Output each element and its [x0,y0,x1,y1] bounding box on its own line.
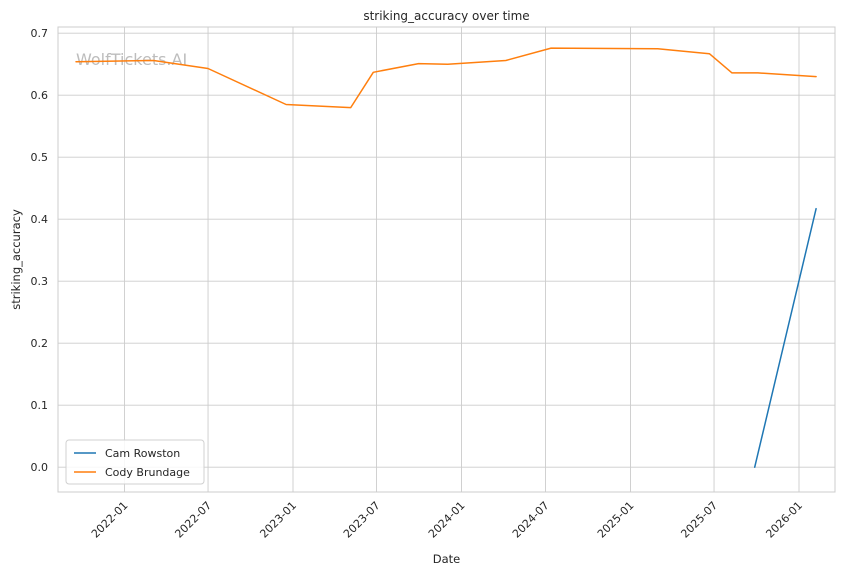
y-tick-label: 0.4 [31,213,49,226]
y-axis-label: striking_accuracy [9,209,23,310]
series-line-0 [753,207,817,468]
plot-frame [57,26,836,493]
x-tick-label: 2023-07 [341,499,383,541]
x-tick-label: 2025-01 [595,499,637,541]
x-tick-label: 2024-01 [426,499,468,541]
y-tick-label: 0.0 [31,461,49,474]
x-tick-label: 2025-07 [678,499,720,541]
watermark: WolfTickets.AI [76,50,187,69]
x-tick-label: 2026-01 [763,499,805,541]
legend-label: Cody Brundage [105,466,190,479]
x-tick-labels: 2022-01 2022-07 2023-01 2023-07 2024-01 2024-… [89,499,805,541]
series-line-1 [75,47,817,109]
grid [58,27,835,492]
y-tick-label: 0.2 [31,337,49,350]
x-tick-label: 2022-07 [172,499,214,541]
legend-label: Cam Rowston [105,447,180,460]
y-tick-label: 0.7 [31,27,49,40]
x-tick-label: 2024-07 [510,499,552,541]
legend-box [65,439,205,485]
series-lines [75,47,817,468]
y-tick-label: 0.1 [31,399,49,412]
y-tick-label: 0.5 [31,151,49,164]
y-tick-label: 0.6 [31,89,49,102]
chart-title: striking_accuracy over time [363,9,529,23]
x-tick-label: 2022-01 [89,499,131,541]
y-tick-labels: 0.0 0.1 0.2 0.3 0.4 0.5 0.6 0.7 [31,27,49,474]
legend: Cam Rowston Cody Brundage [65,439,205,485]
x-tick-label: 2023-01 [257,499,299,541]
y-tick-label: 0.3 [31,275,49,288]
x-axis-label: Date [433,552,461,566]
